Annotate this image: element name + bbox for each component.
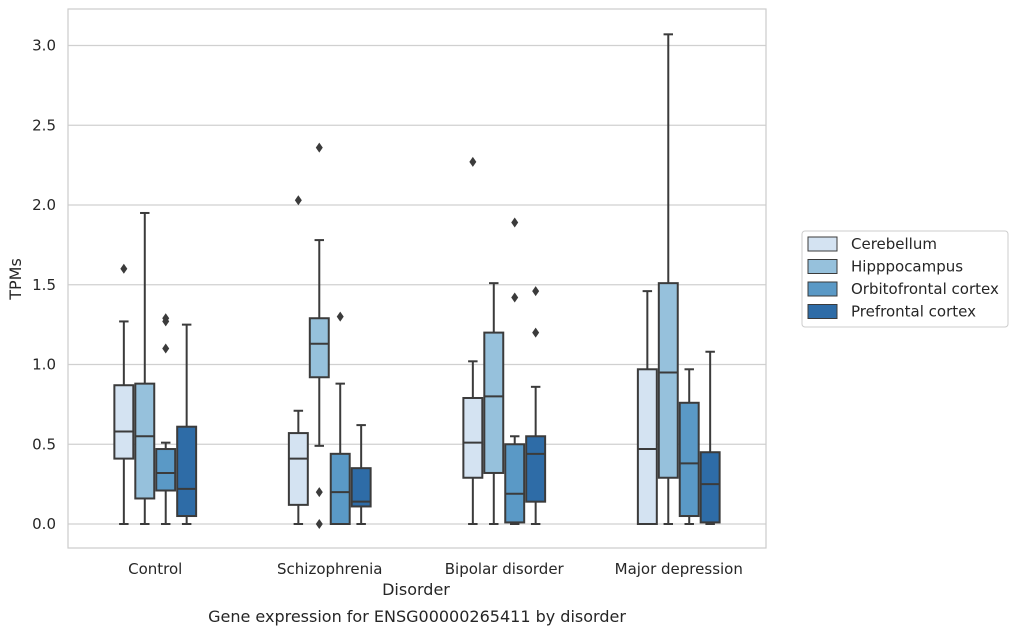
box-iqr <box>155 448 177 492</box>
box-iqr <box>176 425 198 518</box>
outlier-point <box>162 343 170 354</box>
y-tick-label: 2.0 <box>32 196 56 214</box>
box-iqr <box>699 451 721 524</box>
outlier-point <box>315 142 323 153</box>
y-tick-label: 0.0 <box>32 515 56 533</box>
box-iqr <box>504 443 526 524</box>
box-iqr <box>113 384 135 460</box>
legend-swatch <box>807 236 838 252</box>
box-cerebellum <box>113 263 135 525</box>
legend-swatch <box>807 281 838 297</box>
box-orbitofrontal-cortex <box>155 313 177 525</box>
legend-label: Prefrontal cortex <box>851 303 976 321</box>
legend-swatch <box>807 304 838 319</box>
box-iqr <box>329 452 351 526</box>
outlier-point <box>532 327 540 338</box>
outlier-point <box>315 487 323 498</box>
box-series <box>113 33 721 529</box>
box-orbitofrontal-cortex <box>504 217 526 525</box>
box-iqr <box>134 382 156 500</box>
outlier-point <box>511 217 519 228</box>
box-iqr <box>287 432 309 506</box>
chart-caption: Gene expression for ENSG00000265411 by d… <box>208 607 626 626</box>
box-iqr <box>462 396 484 479</box>
legend-label: Orbitofrontal cortex <box>851 280 999 298</box>
box-orbitofrontal-cortex <box>678 368 700 525</box>
outlier-point <box>532 286 540 297</box>
outlier-point <box>162 313 170 324</box>
box-iqr <box>350 467 372 508</box>
box-prefrontal-cortex <box>176 323 198 525</box>
box-iqr <box>678 401 700 518</box>
y-tick-label: 2.5 <box>32 116 56 134</box>
box-prefrontal-cortex <box>525 286 547 525</box>
y-tick-label: 3.0 <box>32 37 56 55</box>
outlier-point <box>294 195 302 206</box>
box-cerebellum <box>287 195 309 525</box>
outlier-point <box>469 156 477 167</box>
outlier-point <box>120 263 128 274</box>
legend-label: Cerebellum <box>851 235 937 253</box>
outlier-point <box>336 311 344 322</box>
x-axis-ticks: Control Schizophrenia Bipolar disorder Majo… <box>128 560 743 578</box>
y-tick-label: 0.5 <box>32 435 56 453</box>
box-iqr <box>483 331 505 474</box>
legend-frame <box>801 230 1009 328</box>
box-iqr <box>657 282 679 479</box>
box-orbitofrontal-cortex <box>329 311 351 526</box>
outlier-point <box>315 519 323 529</box>
box-prefrontal-cortex <box>699 350 721 525</box>
y-axis-ticks: 0.0 0.5 1.0 1.5 2.0 2.5 3.0 <box>32 37 56 534</box>
x-tick-label: Bipolar disorder <box>445 560 565 578</box>
box-cerebellum <box>462 156 484 525</box>
x-tick-label: Control <box>128 560 182 578</box>
box-iqr <box>525 435 547 503</box>
box-cerebellum <box>636 290 658 525</box>
x-tick-label: Schizophrenia <box>277 560 382 578</box>
box-iqr <box>308 317 330 379</box>
y-axis-label: TPMs <box>6 258 25 301</box>
y-tick-label: 1.0 <box>32 356 56 374</box>
box-hipppocampus <box>483 282 505 525</box>
box-prefrontal-cortex <box>350 424 372 525</box>
box-hipppocampus <box>134 211 156 525</box>
legend: Cerebellum Hipppocampus Orbitofrontal cort… <box>801 230 1009 328</box>
box-hipppocampus <box>308 142 330 529</box>
box-hipppocampus <box>657 33 679 525</box>
legend-swatch <box>807 259 838 274</box>
x-tick-label: Major depression <box>615 560 743 578</box>
y-tick-label: 1.5 <box>32 276 56 294</box>
plot-area-frame <box>67 8 767 549</box>
outlier-point <box>511 292 519 303</box>
box-iqr <box>636 368 658 525</box>
legend-label: Hipppocampus <box>851 258 963 276</box>
x-axis-label: Disorder <box>382 580 450 599</box>
